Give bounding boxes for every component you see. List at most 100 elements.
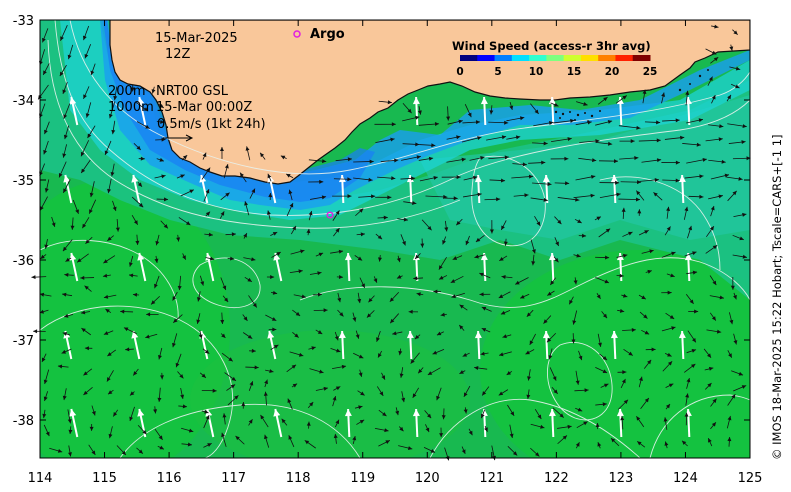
current-arrow bbox=[578, 350, 583, 361]
current-arrow bbox=[176, 234, 181, 242]
current-arrow bbox=[107, 389, 114, 395]
current-arrow bbox=[199, 275, 205, 286]
current-arrow bbox=[377, 176, 396, 181]
current-arrow bbox=[573, 277, 578, 285]
current-arrow bbox=[227, 256, 235, 261]
current-arrow bbox=[178, 404, 188, 409]
current-arrow bbox=[155, 137, 166, 142]
current-arrow bbox=[42, 28, 49, 43]
current-arrow bbox=[730, 276, 735, 290]
current-arrow bbox=[354, 405, 363, 410]
current-arrow bbox=[132, 292, 140, 297]
current-arrow bbox=[102, 273, 111, 278]
current-arrow bbox=[266, 210, 271, 220]
current-arrow bbox=[571, 333, 576, 344]
current-arrow bbox=[550, 277, 557, 286]
current-arrow bbox=[201, 388, 217, 393]
current-arrow bbox=[515, 277, 529, 285]
current-arrow bbox=[61, 348, 72, 354]
current-arrow bbox=[155, 234, 160, 246]
current-arrow bbox=[425, 424, 430, 433]
current-arrow bbox=[489, 220, 494, 234]
current-arrow bbox=[528, 160, 546, 165]
current-arrow bbox=[474, 366, 488, 370]
current-arrow bbox=[436, 387, 442, 401]
current-arrow bbox=[83, 386, 93, 396]
current-arrow bbox=[110, 163, 115, 177]
wind-arrow bbox=[344, 408, 352, 438]
current-arrow bbox=[398, 348, 403, 356]
current-arrow bbox=[39, 309, 49, 314]
current-arrow bbox=[622, 231, 633, 237]
current-arrow bbox=[455, 218, 463, 226]
current-arrow bbox=[268, 327, 277, 332]
current-arrow bbox=[374, 427, 389, 433]
wind-arrows bbox=[31, 24, 751, 461]
current-arrow bbox=[76, 253, 89, 263]
current-arrow bbox=[313, 308, 328, 313]
current-arrow bbox=[88, 444, 96, 456]
current-arrow bbox=[452, 255, 463, 260]
current-arrow bbox=[534, 215, 541, 227]
current-arrow bbox=[706, 329, 722, 334]
current-arrow bbox=[732, 234, 744, 241]
current-arrow bbox=[44, 238, 49, 249]
depth-200-label: 200m bbox=[108, 84, 145, 99]
x-tick-label: 121 bbox=[479, 471, 504, 486]
current-arrow bbox=[641, 249, 654, 254]
current-arrow bbox=[619, 156, 639, 160]
scale-label: 0.5m/s (1kt 24h) bbox=[157, 117, 266, 132]
current-arrow bbox=[260, 414, 269, 428]
current-arrow bbox=[506, 370, 513, 376]
current-arrow bbox=[530, 447, 540, 457]
current-arrow bbox=[352, 312, 357, 322]
current-arrow bbox=[107, 235, 114, 242]
current-arrow bbox=[554, 181, 570, 186]
current-arrow bbox=[81, 327, 92, 336]
current-arrow bbox=[573, 253, 581, 258]
current-arrow bbox=[67, 44, 74, 60]
current-arrow bbox=[136, 447, 144, 454]
current-arrow bbox=[727, 190, 737, 202]
current-arrow bbox=[85, 102, 92, 118]
current-arrow bbox=[414, 334, 421, 340]
current-arrow bbox=[128, 273, 138, 278]
current-arrow bbox=[368, 295, 375, 303]
current-arrow bbox=[554, 216, 562, 225]
current-arrow bbox=[620, 180, 642, 185]
legend-swatch bbox=[563, 55, 582, 61]
current-arrow bbox=[489, 178, 506, 183]
current-arrow bbox=[461, 136, 482, 143]
current-arrow bbox=[196, 313, 201, 324]
current-arrow bbox=[378, 440, 391, 447]
current-arrow bbox=[661, 92, 666, 104]
current-arrow bbox=[705, 48, 717, 55]
current-arrow bbox=[710, 398, 717, 407]
current-arrow bbox=[219, 211, 225, 219]
current-arrow bbox=[413, 276, 424, 281]
current-arrow bbox=[266, 275, 275, 280]
legend-tick-label: 10 bbox=[529, 66, 544, 78]
current-arrow bbox=[80, 140, 90, 157]
legend-title: Wind Speed (access-r 3hr avg) bbox=[452, 39, 651, 53]
x-tick-label: 117 bbox=[221, 471, 246, 486]
current-arrow bbox=[731, 370, 744, 376]
current-arrow bbox=[176, 174, 185, 179]
current-arrow bbox=[705, 137, 723, 142]
current-arrow bbox=[135, 102, 149, 112]
legend-swatch bbox=[632, 55, 651, 61]
current-arrow bbox=[643, 359, 652, 369]
current-arrow bbox=[419, 176, 438, 182]
current-arrow bbox=[557, 435, 568, 445]
current-arrow bbox=[526, 309, 534, 318]
current-arrow bbox=[333, 433, 338, 444]
current-arrow bbox=[90, 63, 96, 76]
current-arrow bbox=[60, 25, 68, 41]
current-arrow bbox=[177, 371, 184, 379]
legend-swatch bbox=[598, 55, 616, 61]
current-arrow bbox=[376, 331, 381, 342]
current-arrow bbox=[662, 118, 680, 123]
current-arrow bbox=[130, 84, 135, 92]
wind-arrow bbox=[131, 174, 141, 204]
current-arrow bbox=[469, 156, 485, 161]
